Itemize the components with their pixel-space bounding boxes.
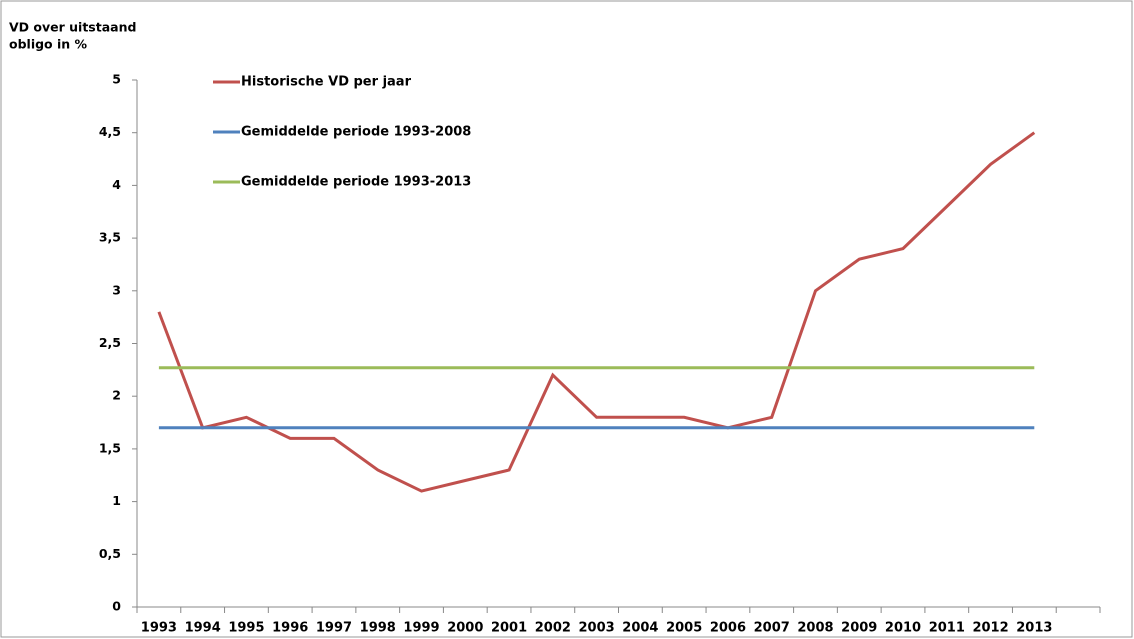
x-tick-label: 1993 (141, 621, 177, 636)
y-tick-label: 1 (112, 493, 121, 508)
y-tick-label: 4,5 (99, 124, 121, 139)
x-tick-label: 2004 (622, 621, 658, 636)
x-tick-label: 2009 (841, 621, 877, 636)
y-tick-label: 3,5 (99, 230, 121, 245)
legend-label: Gemiddelde periode 1993-2013 (241, 175, 471, 190)
x-tick-label: 1998 (360, 621, 396, 636)
y-tick-label: 5 (112, 72, 121, 87)
x-tick-label: 1999 (403, 621, 439, 636)
y-tick-label: 2 (112, 388, 121, 403)
x-tick-label: 2000 (447, 621, 483, 636)
y-axis-title: obligo in % (9, 37, 88, 52)
x-tick-label: 1997 (316, 621, 352, 636)
line-series (157, 131, 1036, 493)
x-tick-label: 1996 (272, 621, 308, 636)
y-tick-label: 0 (112, 599, 121, 614)
y-tick-label: 4 (112, 177, 121, 192)
x-tick-label: 2007 (754, 621, 790, 636)
x-tick-label: 2002 (535, 621, 571, 636)
y-tick-label: 3 (112, 282, 121, 297)
x-tick-label: 1995 (228, 621, 264, 636)
x-tick-label: 2006 (710, 621, 746, 636)
x-tick-label: 2012 (972, 621, 1008, 636)
x-tick-label: 1994 (185, 621, 221, 636)
x-tick-label: 2008 (797, 621, 833, 636)
x-tick-label: 2010 (885, 621, 921, 636)
x-tick-label: 2013 (1016, 621, 1052, 636)
x-tick-label: 2011 (929, 621, 965, 636)
y-tick-label: 1,5 (99, 440, 121, 455)
x-tick-label: 2005 (666, 621, 702, 636)
y-tick-label: 0,5 (99, 546, 121, 561)
y-tick-label: 2,5 (99, 335, 121, 350)
x-tick-label: 2003 (579, 621, 615, 636)
legend-label: Historische VD per jaar (241, 75, 412, 90)
x-tick-label: 2001 (491, 621, 527, 636)
legend-label: Gemiddelde periode 1993-2008 (241, 125, 471, 140)
y-axis-title: VD over uitstaand (9, 20, 136, 35)
